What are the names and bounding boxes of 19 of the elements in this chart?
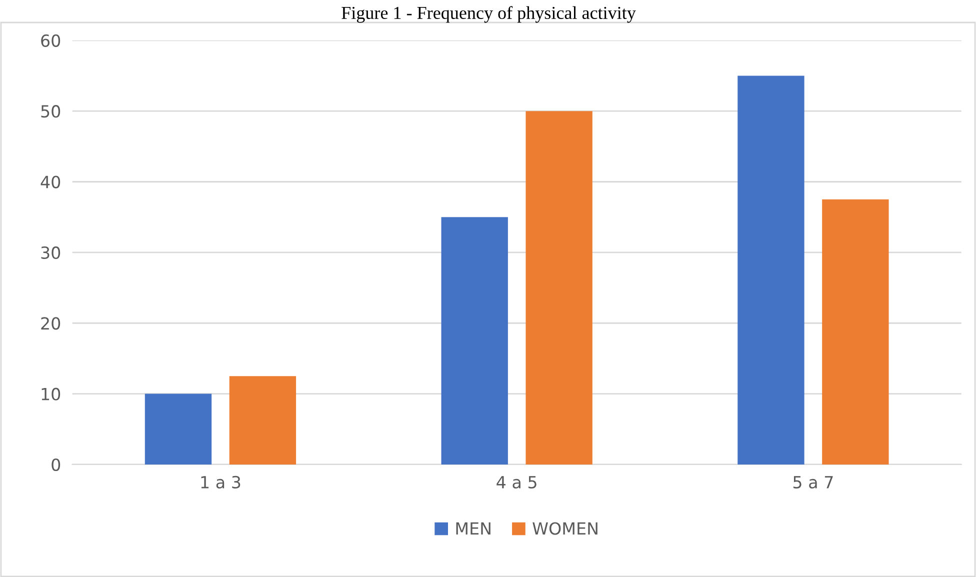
y-tick-label: 50 — [41, 105, 60, 118]
x-tick-label: 4 a 5 — [496, 476, 536, 488]
bar — [144, 394, 212, 464]
y-tick-label: 60 — [41, 34, 60, 47]
bar — [229, 376, 296, 464]
bar — [441, 217, 508, 464]
legend-label: WOMEN — [532, 522, 598, 535]
y-tick-label: 40 — [40, 176, 60, 188]
y-tick-label: 10 — [42, 388, 60, 400]
bar — [526, 111, 592, 464]
bar — [738, 76, 804, 464]
x-tick-label: 5 a 7 — [793, 476, 833, 488]
y-tick-label: 20 — [41, 317, 60, 330]
bar — [822, 199, 889, 464]
y-tick-label: 0 — [52, 458, 60, 472]
x-tick-label: 1 a 3 — [201, 476, 240, 488]
y-tick-label: 30 — [41, 246, 60, 260]
legend-label: MEN — [456, 522, 490, 535]
chart-title: Figure 1 - Frequency of physical activity — [342, 6, 636, 23]
